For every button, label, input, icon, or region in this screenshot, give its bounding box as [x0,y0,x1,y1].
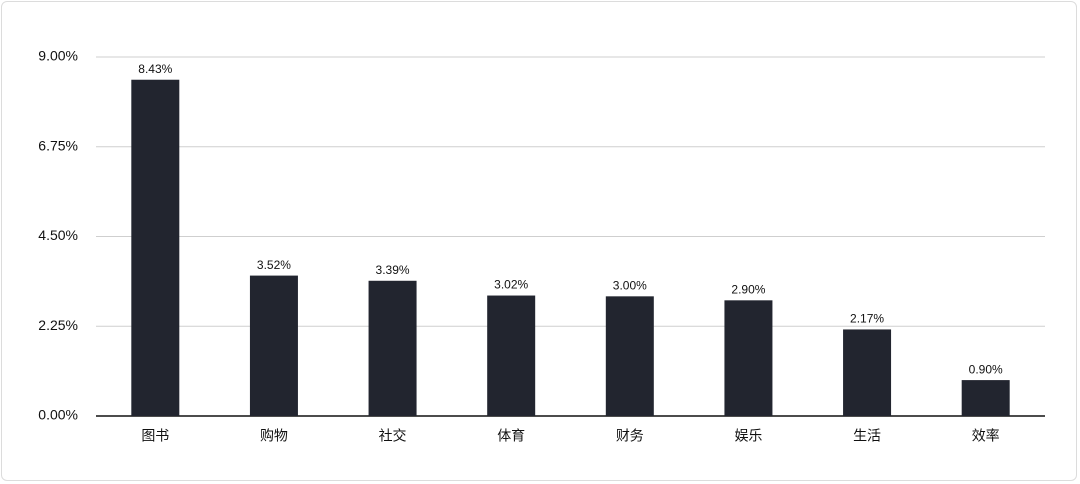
x-tick-label: 图书 [141,428,169,444]
value-label: 0.90% [969,362,1003,376]
value-label: 2.90% [731,282,765,296]
y-tick-label: 4.50% [38,227,78,243]
bar [131,79,180,416]
x-tick-label: 体育 [497,428,525,444]
value-label: 2.17% [850,312,884,326]
value-label: 3.39% [376,263,410,277]
bar [605,296,654,416]
x-tick-label: 生活 [853,428,881,444]
bar [724,300,773,416]
value-label: 8.43% [138,62,172,76]
bar [487,295,536,416]
bar [249,275,298,416]
y-tick-label: 0.00% [38,407,78,423]
x-tick-label: 娱乐 [734,428,762,444]
x-tick-label: 社交 [379,428,407,444]
x-tick-label: 财务 [616,428,644,444]
bar [843,329,892,416]
value-label: 3.02% [494,278,528,292]
y-tick-label: 2.25% [38,317,78,333]
y-tick-label: 6.75% [38,137,78,153]
value-label: 3.00% [613,279,647,293]
bar [368,280,417,416]
bar [961,380,1010,416]
y-tick-label: 9.00% [38,48,78,64]
x-tick-label: 购物 [260,428,288,444]
x-tick-label: 效率 [972,428,1000,444]
value-label: 3.52% [257,258,291,272]
